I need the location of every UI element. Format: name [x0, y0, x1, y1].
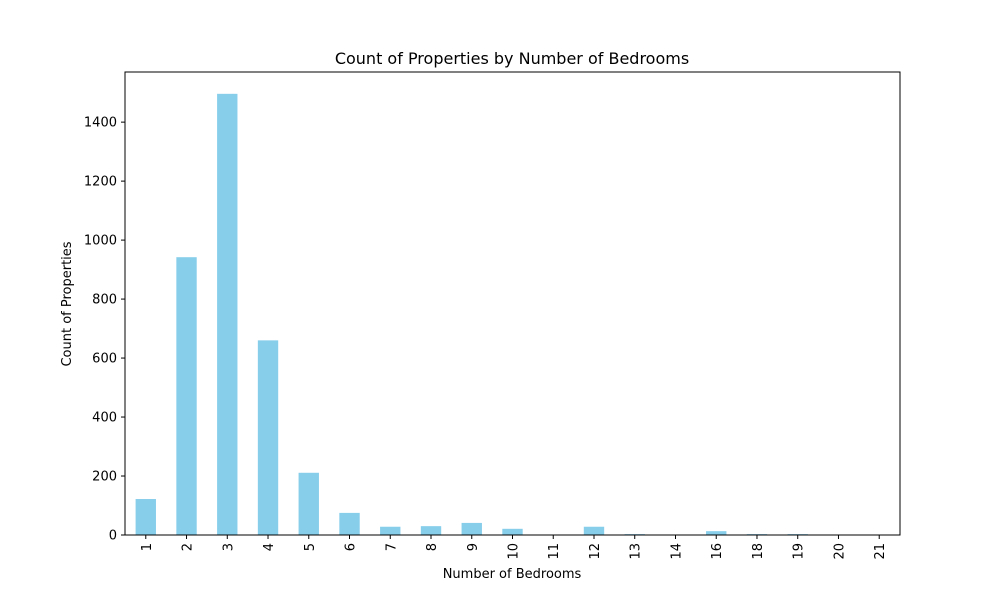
bar-12: [583, 526, 605, 535]
x-tick-label-11: 11: [547, 543, 562, 560]
bar-7: [380, 526, 401, 535]
x-tick-label-21: 21: [873, 543, 888, 560]
x-tick-label-9: 9: [466, 543, 481, 551]
bar-10: [502, 528, 523, 535]
x-tick-label-13: 13: [629, 543, 644, 560]
x-tick-label-20: 20: [832, 543, 847, 560]
x-tick-label-6: 6: [344, 543, 359, 551]
x-tick-label-12: 12: [588, 543, 603, 560]
x-tick-label-19: 19: [792, 543, 807, 560]
y-axis: 0 200 400 600 800 1000 1200 1400: [84, 116, 125, 544]
x-tick-label-10: 10: [507, 543, 522, 560]
x-tick-label-18: 18: [751, 543, 766, 560]
x-tick-label-3: 3: [221, 543, 236, 551]
chart-title: Count of Properties by Number of Bedroom…: [335, 49, 689, 68]
bar-3: [217, 93, 238, 535]
x-tick-label-14: 14: [669, 543, 684, 560]
bar-16: [706, 531, 727, 535]
x-tick-label-4: 4: [262, 543, 277, 551]
x-tick-label-8: 8: [425, 543, 440, 551]
y-tick-label-600: 600: [92, 352, 117, 367]
bars-group: [135, 93, 890, 535]
x-axis-label: Number of Bedrooms: [443, 567, 582, 582]
y-tick-label-0: 0: [109, 529, 117, 544]
x-tick-label-1: 1: [140, 543, 155, 551]
y-tick-label-200: 200: [92, 470, 117, 485]
y-tick-label-1000: 1000: [84, 234, 117, 249]
bar-2: [176, 257, 197, 535]
bar-6: [339, 512, 360, 535]
x-tick-label-16: 16: [710, 543, 725, 560]
bar-1: [135, 499, 156, 535]
y-tick-label-800: 800: [92, 293, 117, 308]
x-tick-label-7: 7: [384, 543, 399, 551]
x-tick-label-5: 5: [303, 543, 318, 551]
y-tick-label-1200: 1200: [84, 175, 117, 190]
bar-8: [420, 526, 442, 535]
plot-frame: [124, 71, 901, 536]
bar-9: [461, 522, 482, 535]
bar-4: [257, 340, 279, 535]
x-axis: 1 2 3 4 5 6 7 8 9 10 11 12 13 14 16 18 19 20 21: [140, 535, 888, 560]
y-tick-label-400: 400: [92, 411, 117, 426]
y-tick-label-1400: 1400: [84, 116, 117, 131]
bar-5: [298, 472, 319, 535]
x-tick-label-2: 2: [181, 543, 196, 551]
y-axis-label: Count of Properties: [60, 241, 75, 366]
